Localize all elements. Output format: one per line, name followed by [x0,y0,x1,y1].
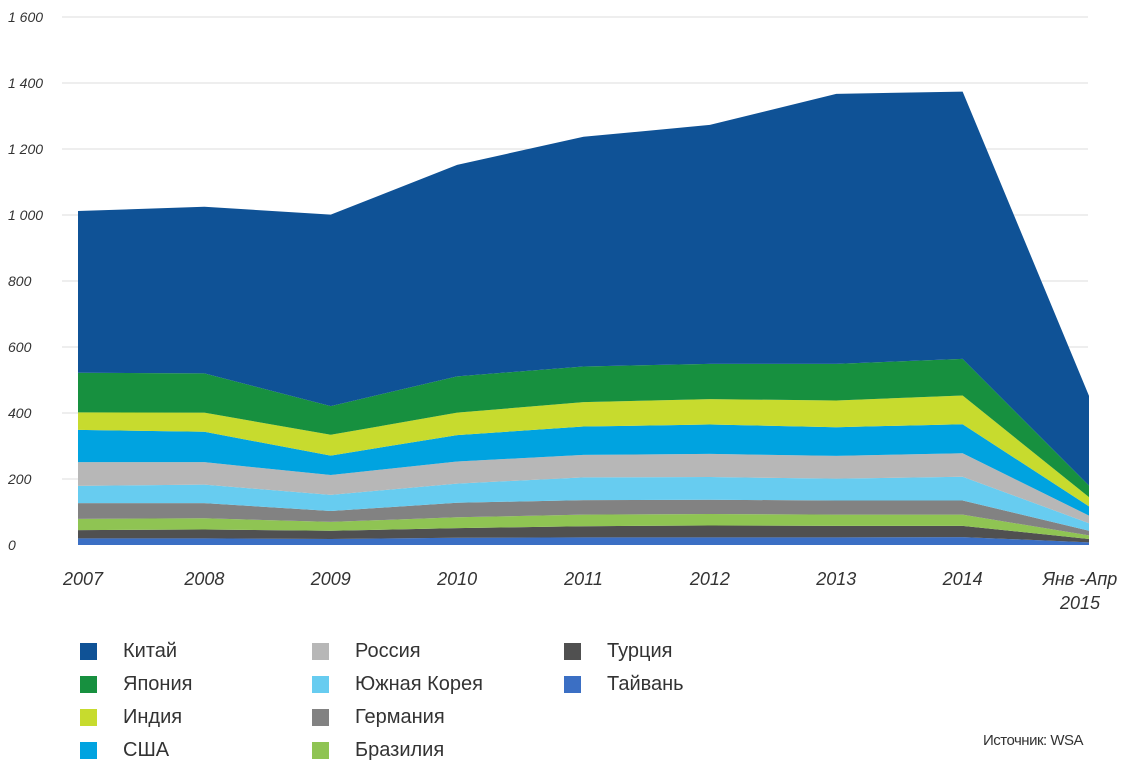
legend-swatch [564,675,581,693]
legend-item: США [80,738,169,762]
x-tick-label: 2009 [310,569,351,589]
legend-item: Тайвань [564,672,684,696]
area-турция [78,525,1089,543]
x-tick-label: 2008 [183,569,224,589]
legend-item: Германия [312,705,445,729]
x-tick-label: 2012 [689,569,730,589]
area-бразилия [78,513,1089,540]
y-axis-ticks: 0 200 400 600 800 1 000 1 200 1 400 1 600 [7,9,43,553]
legend-swatch [80,741,97,759]
y-tick-label: 200 [7,471,32,487]
legend-label: Тайвань [607,672,684,695]
legend-label: Индия [123,705,183,728]
area-южная-корея [78,476,1089,531]
source-note: Источник: WSA [983,732,1084,749]
area-сша [78,424,1089,516]
area-россия [78,453,1089,524]
legend-label: Южная Корея [355,672,483,695]
x-tick-label: 2007 [62,569,104,589]
legend-label: Бразилия [355,738,445,761]
x-tick-label: 2011 [563,569,603,589]
legend-label: Китай [123,639,178,662]
legend-swatch [80,642,97,660]
area-китай [78,91,1089,486]
legend-swatch [80,675,97,693]
legend-label: Япония [123,672,193,695]
legend-label: Германия [355,705,445,728]
y-tick-label: 1 400 [8,75,43,91]
y-tick-label: 1 600 [8,9,43,25]
x-tick-label: 2014 [942,569,983,589]
y-tick-label: 0 [8,537,16,553]
legend-item: Бразилия [312,738,444,762]
legend-item: Индия [80,705,182,729]
y-tick-label: 1 200 [8,141,43,157]
area-индия [78,395,1089,507]
legend-item: Россия [312,639,421,663]
legend-swatch [312,675,329,693]
y-tick-label: 1 000 [8,207,43,223]
legend-item: Япония [80,672,192,696]
x-tick-label: 2010 [436,569,477,589]
legend-swatch [564,642,581,660]
legend-label: Россия [355,639,421,662]
area-series [78,91,1089,545]
legend-swatch [312,741,329,759]
area-германия [78,499,1089,536]
legend-item: Южная Корея [312,672,483,696]
x-axis-ticks: 2007 2008 2009 2010 2011 2012 2013 2014 Янв -Апр… [62,569,1117,613]
x-tick-label: 2013 [815,569,856,589]
y-tick-label: 800 [8,273,32,289]
legend-swatch [312,708,329,726]
legend-swatch [312,642,329,660]
legend-swatch [80,708,97,726]
x-tick-label: Янв -Апр 2015 [1042,569,1118,613]
legend: Китай Япония Индия США Россия Южная Корея Герм… [80,636,780,762]
area-япония [78,358,1089,498]
legend-item: Китай [80,639,177,663]
y-tick-label: 600 [8,339,32,355]
legend-label: Турция [607,639,673,662]
legend-item: Турция [564,639,672,663]
y-tick-label: 400 [8,405,32,421]
legend-label: США [123,738,170,761]
